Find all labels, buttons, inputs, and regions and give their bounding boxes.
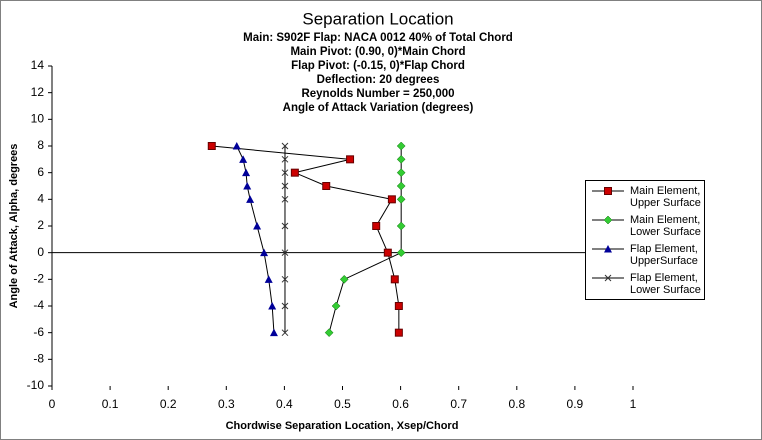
series [324, 141, 406, 338]
marker [322, 182, 331, 190]
marker [253, 222, 262, 230]
series-line [236, 145, 275, 333]
x-tick-label: 0.2 [160, 397, 177, 411]
marker [396, 181, 406, 191]
x-tick-label: 0.1 [102, 397, 119, 411]
marker [394, 302, 403, 310]
marker [281, 222, 289, 230]
series [207, 142, 403, 337]
chart-title: Separation Location [302, 9, 453, 28]
series-line [211, 145, 400, 333]
y-tick-label: 4 [37, 192, 44, 206]
marker [396, 168, 406, 178]
y-axis-label: Angle of Attack, Alpha, degrees [8, 144, 20, 309]
marker [331, 301, 341, 311]
marker [372, 222, 381, 230]
marker [604, 245, 612, 253]
chart-subtitle: Flap Pivot: (-0.15, 0)*Flap Chord [291, 60, 465, 72]
legend-swatch [592, 274, 624, 282]
legend-swatch [592, 245, 624, 253]
y-tick-label: 6 [37, 165, 44, 179]
y-tick-label: -8 [33, 352, 44, 366]
marker [264, 275, 273, 283]
y-tick-label: 8 [37, 138, 44, 152]
legend-swatch [592, 187, 624, 195]
marker [281, 182, 289, 190]
legend-label: Flap Element, Lower Surface [630, 272, 701, 296]
marker [281, 249, 289, 257]
legend: Main Element, Upper Surface Main Element,… [585, 180, 705, 300]
marker [243, 182, 252, 190]
marker [246, 195, 255, 203]
legend-label: Flap Element, UpperSurface [630, 243, 698, 267]
y-tick-label: -6 [33, 325, 44, 339]
x-tick-label: 0.8 [508, 397, 525, 411]
series [232, 142, 278, 337]
chart-subtitle: Main Pivot: (0.90, 0)*Main Chord [290, 46, 465, 58]
marker [396, 194, 406, 204]
y-tick-label: 10 [31, 112, 45, 126]
y-tick-label: -10 [27, 378, 45, 392]
marker [281, 155, 289, 163]
marker [603, 215, 613, 225]
marker [232, 142, 241, 150]
marker [346, 155, 355, 164]
marker [396, 221, 406, 231]
marker [281, 302, 289, 310]
marker [396, 154, 406, 164]
marker [281, 195, 289, 203]
marker [242, 168, 251, 177]
marker [239, 155, 248, 163]
marker [604, 187, 612, 195]
x-tick-label: 0.4 [276, 397, 293, 411]
marker [390, 275, 399, 284]
series-line [328, 146, 402, 333]
marker [383, 248, 392, 257]
marker [396, 141, 406, 151]
y-tick-label: -4 [33, 298, 44, 312]
x-tick-label: 0.5 [334, 397, 351, 411]
marker [268, 302, 277, 310]
marker [324, 328, 334, 338]
legend-swatch [592, 215, 624, 225]
marker [281, 142, 289, 150]
marker [290, 168, 299, 177]
chart-subtitle: Main: S902F Flap: NACA 0012 40% of Total… [243, 32, 513, 44]
chart-subtitle: Angle of Attack Variation (degrees) [283, 102, 474, 114]
marker [207, 142, 216, 150]
marker [281, 329, 289, 337]
x-tick-label: 0 [49, 397, 56, 411]
marker [281, 275, 289, 283]
marker [281, 169, 289, 177]
x-tick-label: 1 [630, 397, 637, 411]
marker [260, 248, 269, 257]
marker [394, 328, 403, 337]
chart-subtitle: Reynolds Number = 250,000 [301, 88, 454, 100]
marker [387, 195, 396, 204]
x-axis-label: Chordwise Separation Location, Xsep/Chor… [226, 420, 459, 432]
x-tick-label: 0.7 [450, 397, 467, 411]
x-tick-label: 0.6 [392, 397, 409, 411]
y-tick-label: 14 [31, 58, 45, 72]
y-tick-label: 2 [37, 218, 44, 232]
y-tick-label: 0 [37, 245, 44, 259]
marker [396, 248, 406, 258]
legend-label: Main Element, Lower Surface [630, 214, 701, 238]
chart-subtitle: Deflection: 20 degrees [317, 74, 440, 86]
y-tick-label: 12 [31, 85, 45, 99]
marker [604, 274, 612, 282]
marker [339, 274, 349, 284]
marker [269, 328, 278, 337]
x-tick-label: 0.9 [567, 397, 584, 411]
x-tick-label: 0.3 [218, 397, 235, 411]
legend-label: Main Element, Upper Surface [630, 185, 701, 209]
y-tick-label: -2 [33, 272, 44, 286]
series [281, 142, 289, 337]
